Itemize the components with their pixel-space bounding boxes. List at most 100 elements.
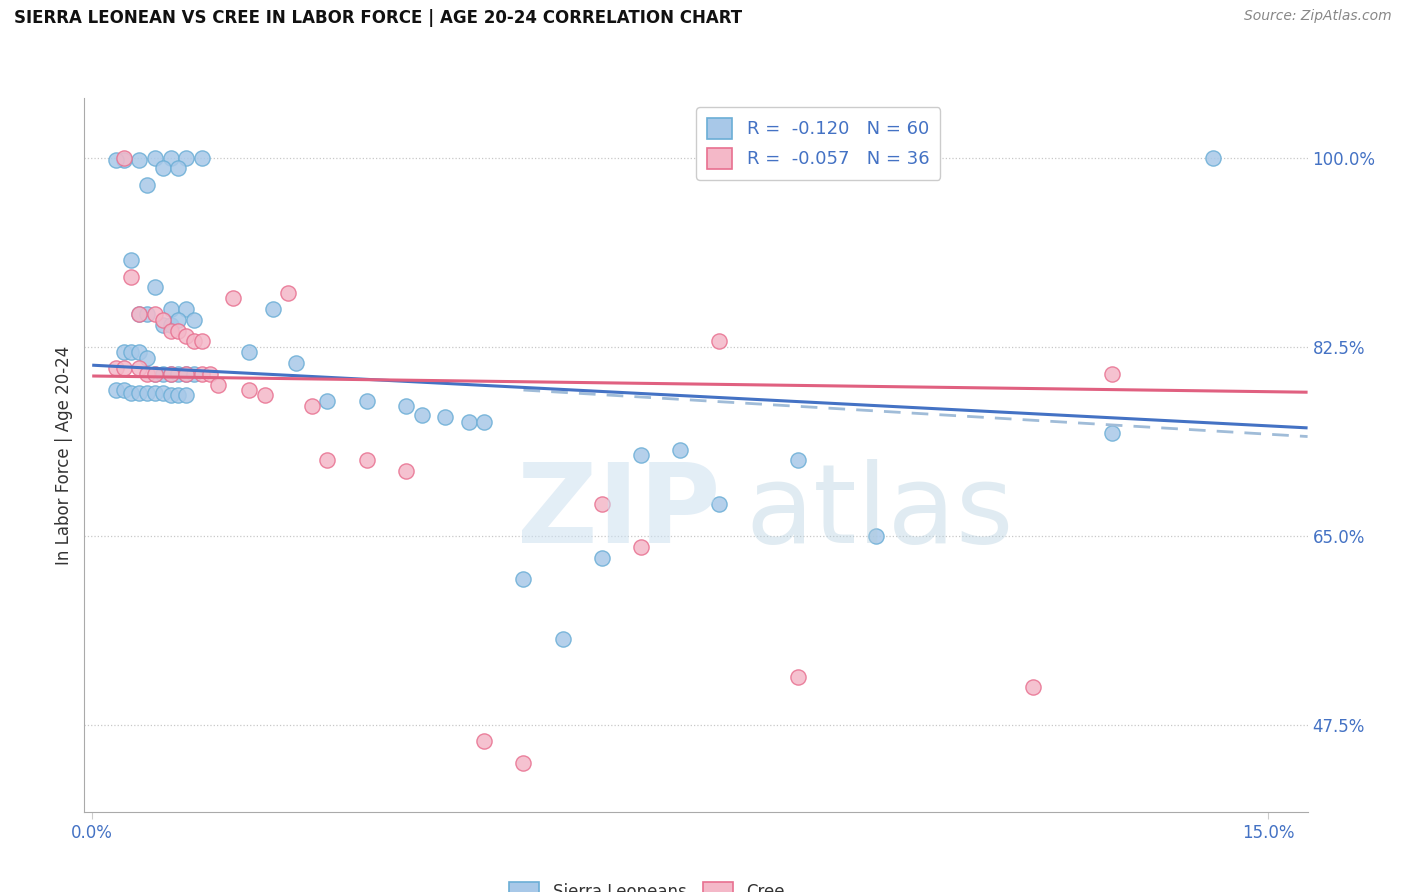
Point (136, 351, 159, 365)
Point (159, 318, 181, 333)
Point (356, 453, 378, 467)
Point (128, 386, 150, 401)
Point (167, 367, 190, 381)
Point (301, 399, 323, 413)
Legend: Sierra Leoneans, Cree: Sierra Leoneans, Cree (501, 873, 793, 892)
Point (136, 178, 159, 192)
Point (434, 410, 457, 425)
Point (136, 307, 159, 321)
Point (183, 312, 205, 326)
Point (152, 318, 174, 333)
Point (167, 312, 190, 326)
Point (143, 307, 166, 321)
Point (238, 345, 260, 359)
Point (174, 329, 197, 343)
Point (472, 734, 495, 748)
Point (120, 345, 142, 359)
Point (152, 312, 174, 326)
Point (285, 356, 308, 370)
Point (472, 416, 495, 430)
Point (174, 367, 197, 381)
Point (411, 408, 433, 422)
Point (152, 367, 174, 381)
Point (669, 442, 692, 457)
Text: ZIP: ZIP (517, 458, 720, 566)
Point (112, 153, 135, 167)
Point (120, 386, 142, 401)
Point (174, 367, 197, 381)
Point (591, 497, 613, 511)
Point (787, 453, 810, 467)
Point (143, 280, 166, 294)
Point (222, 291, 245, 305)
Point (159, 301, 181, 316)
Point (136, 367, 159, 381)
Y-axis label: In Labor Force | Age 20-24: In Labor Force | Age 20-24 (55, 345, 73, 565)
Point (1202, 151, 1225, 165)
Point (395, 399, 418, 413)
Point (167, 388, 190, 402)
Point (183, 367, 205, 381)
Point (191, 367, 214, 381)
Point (159, 367, 181, 381)
Point (143, 367, 166, 381)
Point (167, 324, 190, 338)
Point (159, 367, 181, 381)
Point (551, 632, 574, 646)
Point (865, 529, 887, 543)
Point (112, 383, 135, 397)
Point (253, 388, 276, 402)
Point (395, 464, 418, 478)
Point (630, 448, 652, 462)
Point (143, 386, 166, 401)
Point (277, 285, 299, 300)
Point (356, 393, 378, 408)
Point (128, 307, 150, 321)
Point (143, 151, 166, 165)
Point (591, 550, 613, 565)
Point (143, 367, 166, 381)
Point (183, 334, 205, 349)
Point (316, 393, 339, 408)
Point (512, 756, 534, 770)
Point (167, 161, 190, 176)
Point (1101, 367, 1123, 381)
Point (457, 416, 479, 430)
Point (112, 151, 135, 165)
Point (316, 453, 339, 467)
Point (207, 377, 229, 392)
Point (152, 386, 174, 401)
Point (1101, 426, 1123, 441)
Point (128, 345, 150, 359)
Point (238, 383, 260, 397)
Point (787, 669, 810, 683)
Point (128, 361, 150, 376)
Point (159, 388, 181, 402)
Point (104, 153, 127, 167)
Point (120, 269, 142, 284)
Text: atlas: atlas (745, 458, 1014, 566)
Text: SIERRA LEONEAN VS CREE IN LABOR FORCE | AGE 20-24 CORRELATION CHART: SIERRA LEONEAN VS CREE IN LABOR FORCE | … (14, 9, 742, 27)
Point (630, 540, 652, 554)
Point (709, 334, 731, 349)
Point (128, 307, 150, 321)
Point (112, 361, 135, 376)
Point (136, 386, 159, 401)
Point (191, 334, 214, 349)
Point (159, 324, 181, 338)
Text: Source: ZipAtlas.com: Source: ZipAtlas.com (1244, 9, 1392, 23)
Point (709, 497, 731, 511)
Point (174, 388, 197, 402)
Point (174, 301, 197, 316)
Point (191, 151, 214, 165)
Point (174, 151, 197, 165)
Point (512, 572, 534, 586)
Point (262, 301, 284, 316)
Point (128, 153, 150, 167)
Point (152, 161, 174, 176)
Point (112, 345, 135, 359)
Point (104, 361, 127, 376)
Point (120, 253, 142, 268)
Point (1022, 681, 1045, 695)
Point (159, 151, 181, 165)
